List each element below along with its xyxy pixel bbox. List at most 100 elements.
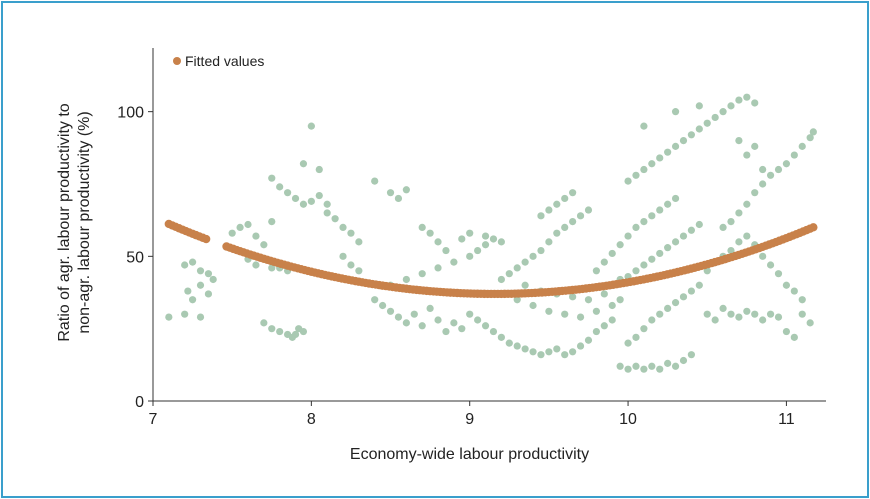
scatter-point <box>640 122 648 130</box>
scatter-point <box>576 342 585 350</box>
scatter-point <box>703 310 711 318</box>
scatter-point <box>188 258 197 266</box>
scatter-point <box>291 194 300 203</box>
scatter-point <box>379 301 387 310</box>
scatter-point <box>648 160 656 168</box>
scatter-point <box>569 218 577 226</box>
scatter-point <box>719 223 727 231</box>
fitted-point <box>201 234 211 244</box>
scatter-point <box>181 261 189 269</box>
scatter-point <box>790 333 798 341</box>
scatter-point <box>347 261 355 269</box>
scatter-point <box>545 348 553 356</box>
y-tick-label: 0 <box>135 394 144 411</box>
scatter-point <box>671 299 680 307</box>
scatter-point <box>751 189 759 197</box>
scatter-point <box>474 246 482 255</box>
scatter-point <box>608 249 616 258</box>
scatter-point <box>759 180 767 188</box>
scatter-point <box>671 142 680 150</box>
scatter-point <box>743 307 751 315</box>
scatter-point <box>228 229 236 237</box>
scatter-point <box>561 310 569 318</box>
scatter-point <box>481 241 490 249</box>
scatter-point <box>434 238 442 246</box>
scatter-point <box>600 258 608 266</box>
scatter-point <box>347 229 355 237</box>
scatter-point <box>806 319 814 327</box>
scatter-point <box>576 212 585 220</box>
scatter-point <box>497 275 505 284</box>
scatter-point <box>782 160 791 168</box>
scatter-point <box>616 241 624 249</box>
fitted-values-series <box>164 219 818 299</box>
scatter-point <box>774 270 783 278</box>
scatter-point <box>751 142 759 150</box>
scatter-point <box>766 261 775 269</box>
scatter-point <box>268 174 276 182</box>
scatter-point <box>268 325 276 333</box>
scatter-point <box>656 206 664 214</box>
scatter-point <box>640 165 648 174</box>
scatter-point <box>664 244 672 252</box>
scatter-point <box>307 122 315 130</box>
scatter-point <box>695 220 703 229</box>
y-tick-label: 50 <box>126 249 144 266</box>
scatter-point <box>402 319 410 327</box>
x-ticks: 7 8 9 10 11 <box>149 401 795 428</box>
scatter-point <box>735 209 743 217</box>
scatter-point <box>624 365 632 373</box>
scatter-point <box>624 177 632 185</box>
scatter-point <box>204 270 213 278</box>
scatter-point <box>664 304 672 313</box>
scatter-point <box>545 206 553 214</box>
x-tick-label: 7 <box>149 411 158 428</box>
scatter-point <box>466 252 474 260</box>
scatter-point <box>521 345 529 353</box>
scatter-point <box>244 220 252 229</box>
scatter-points <box>165 93 817 373</box>
scatter-point <box>790 287 798 295</box>
legend: Fitted values <box>173 53 264 69</box>
scatter-point <box>474 316 482 324</box>
scatter-point <box>632 267 640 275</box>
scatter-point <box>561 194 569 203</box>
scatter-point <box>640 261 648 269</box>
scatter-point <box>608 316 616 324</box>
scatter-point <box>371 296 379 304</box>
scatter-point <box>442 327 450 336</box>
scatter-point <box>529 301 537 310</box>
scatter-point <box>624 339 632 347</box>
scatter-point <box>743 200 751 208</box>
scatter-point <box>592 307 600 315</box>
scatter-point <box>386 189 395 197</box>
scatter-point <box>624 232 632 240</box>
fitted-point <box>809 223 818 232</box>
scatter-point <box>252 261 260 269</box>
scatter-point <box>426 229 434 237</box>
y-axis-title-line-2: non-agr. labour productivity (%) <box>76 111 93 333</box>
scatter-point <box>759 165 767 174</box>
scatter-point <box>664 148 672 156</box>
scatter-point <box>196 267 205 275</box>
x-tick-label: 9 <box>465 411 474 428</box>
scatter-point <box>418 270 426 278</box>
y-tick-label: 100 <box>117 105 144 122</box>
x-tick-label: 11 <box>778 411 795 428</box>
scatter-point <box>481 322 490 330</box>
scatter-point <box>632 223 640 231</box>
scatter-point <box>656 249 664 258</box>
scatter-point <box>450 319 458 327</box>
scatter-point <box>410 310 418 318</box>
scatter-point <box>782 327 791 336</box>
scatter-point <box>656 365 664 373</box>
scatter-point <box>521 281 529 289</box>
scatter-point <box>236 223 244 231</box>
scatter-point <box>181 310 189 318</box>
scatter-point <box>209 275 217 284</box>
scatter-point <box>584 206 593 214</box>
scatter-point <box>418 223 426 231</box>
scatter-point <box>497 238 505 246</box>
scatter-point <box>331 215 339 223</box>
